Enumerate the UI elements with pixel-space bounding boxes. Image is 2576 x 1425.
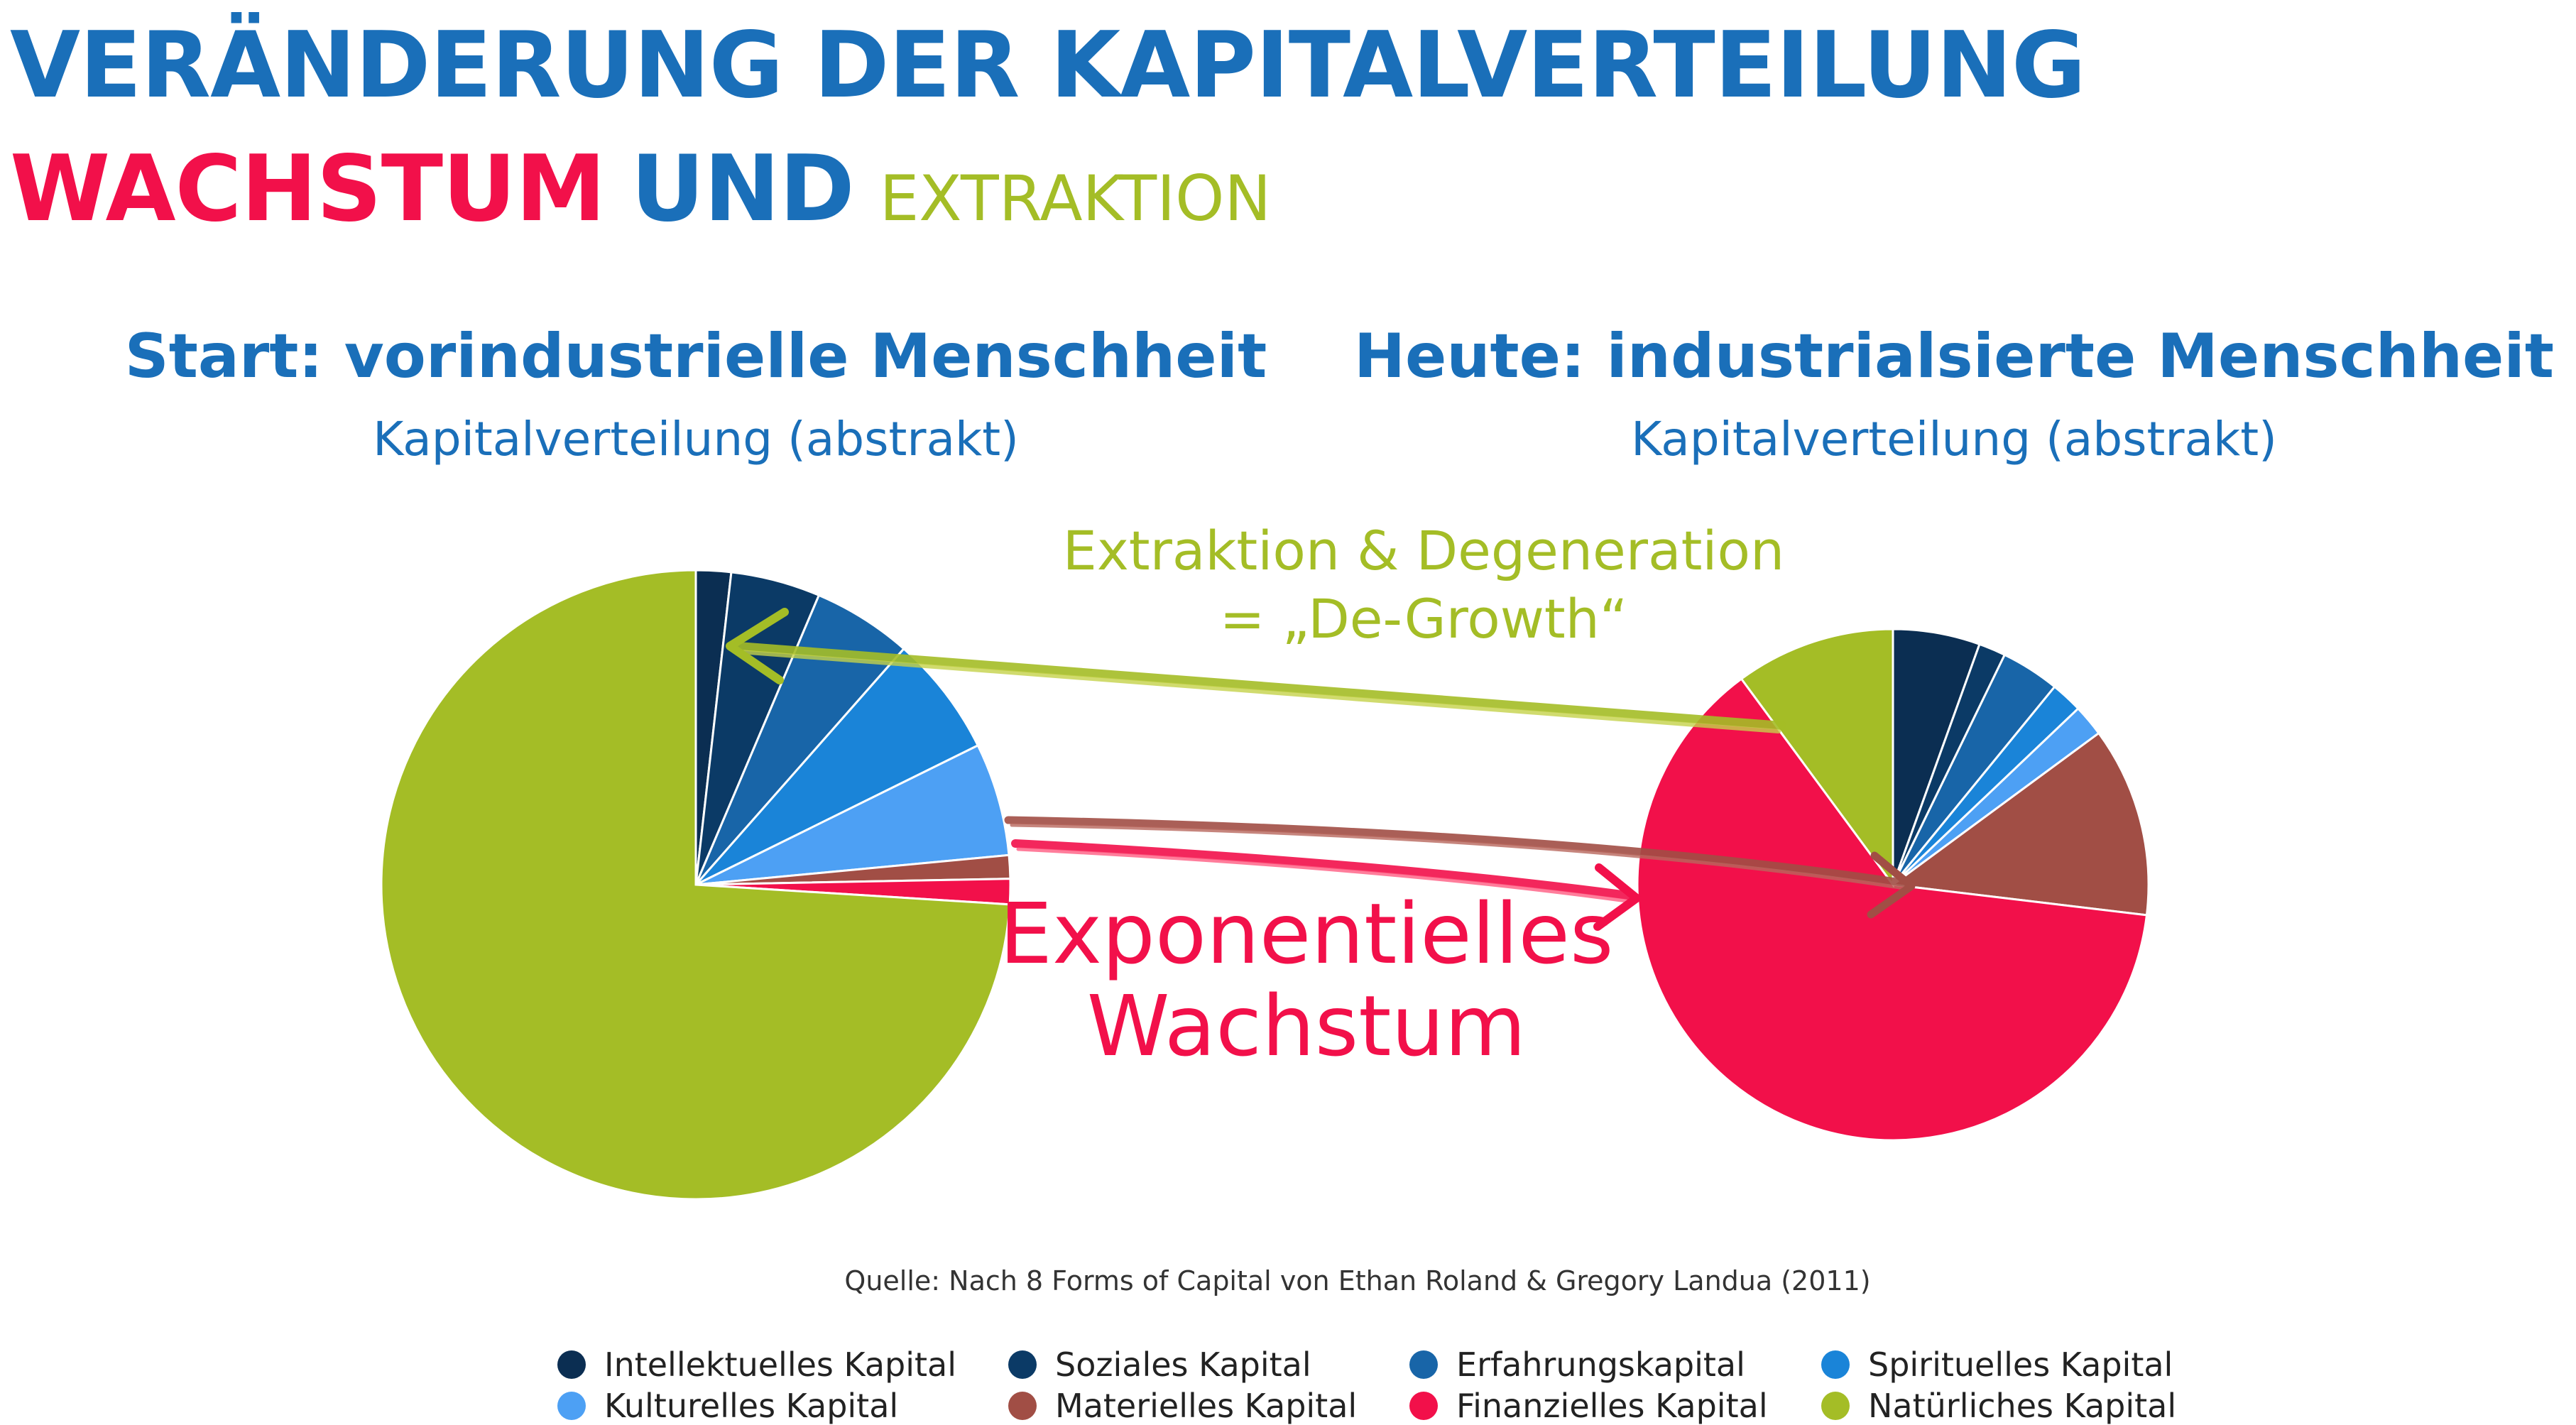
legend-dot xyxy=(557,1350,586,1379)
legend-item: Intellektuelles Kapital xyxy=(557,1345,956,1384)
legend-dot xyxy=(557,1392,586,1420)
legend-item: Erfahrungskapital xyxy=(1409,1345,1745,1384)
subtitle-growth-word: WACHSTUM xyxy=(10,136,606,242)
page-title: VERÄNDERUNG DER KAPITALVERTEILUNG xyxy=(10,13,2086,119)
legend-label: Materielles Kapital xyxy=(1055,1387,1358,1425)
extraction-annotation: Extraktion & Degeneration = „De-Growth“ xyxy=(1063,517,1784,653)
legend-item: Spirituelles Kapital xyxy=(1821,1345,2173,1384)
extraction-annotation-line2: = „De-Growth“ xyxy=(1219,587,1628,650)
legend-dot xyxy=(1821,1350,1850,1379)
pie-slice-spirituelles-kapital xyxy=(694,647,980,886)
legend-item: Natürliches Kapital xyxy=(1821,1387,2176,1425)
growth-annotation-line1: Exponentielles xyxy=(999,885,1614,983)
growth-annotation: Exponentielles Wachstum xyxy=(1000,888,1614,1072)
chart-subtitle-today: Kapitalverteilung (abstrakt) xyxy=(1631,412,2277,466)
legend-dot xyxy=(1409,1392,1438,1420)
legend-label: Intellektuelles Kapital xyxy=(604,1345,957,1384)
legend-item: Finanzielles Kapital xyxy=(1409,1387,1768,1425)
extraction-arrow xyxy=(726,608,1786,733)
subtitle-extraction-word: EXTRAKTION xyxy=(879,162,1272,235)
pie-slice-natuerliches-kapital xyxy=(380,569,1011,1201)
legend-label: Finanzielles Kapital xyxy=(1456,1387,1768,1425)
legend-dot xyxy=(1008,1350,1037,1379)
chart-title-start: Start: vorindustrielle Menschheit xyxy=(124,321,1267,392)
pie-slice-finanzielles-kapital xyxy=(1636,677,2149,1142)
chart-subtitle-start: Kapitalverteilung (abstrakt) xyxy=(373,412,1019,466)
legend-label: Kulturelles Kapital xyxy=(604,1387,899,1425)
growth-arrow xyxy=(1011,839,1641,931)
source-note: Quelle: Nach 8 Forms of Capital von Etha… xyxy=(844,1265,1871,1296)
legend-label: Erfahrungskapital xyxy=(1456,1345,1745,1384)
pie-slice-materielles-kapital xyxy=(1890,731,2150,917)
legend-label: Spirituelles Kapital xyxy=(1868,1345,2173,1384)
chart-title-today: Heute: industrialsierte Menschheit xyxy=(1354,321,2554,392)
legend-item: Materielles Kapital xyxy=(1008,1387,1357,1425)
growth-annotation-line2: Wachstum xyxy=(1086,977,1527,1075)
pie-slice-natuerliches-kapital xyxy=(1740,628,1894,888)
legend-label: Natürliches Kapital xyxy=(1868,1387,2177,1425)
legend-item: Soziales Kapital xyxy=(1008,1345,1311,1384)
subtitle-and-word: UND xyxy=(631,136,854,242)
legend-item: Kulturelles Kapital xyxy=(557,1387,898,1425)
extraction-annotation-line1: Extraktion & Degeneration xyxy=(1062,519,1785,582)
legend-dot xyxy=(1821,1392,1850,1420)
legend-label: Soziales Kapital xyxy=(1055,1345,1311,1384)
legend-dot xyxy=(1008,1392,1037,1420)
pie-slice-erfahrungskapital xyxy=(694,594,906,885)
page-subtitle: WACHSTUM UND EXTRAKTION xyxy=(10,136,1271,242)
pie-chart-today xyxy=(1636,628,2150,1142)
pie-chart-start xyxy=(380,569,1012,1201)
legend-dot xyxy=(1409,1350,1438,1379)
pie-slice-kulturelles-kapital xyxy=(695,743,1010,886)
material-arrow xyxy=(1004,816,1916,919)
